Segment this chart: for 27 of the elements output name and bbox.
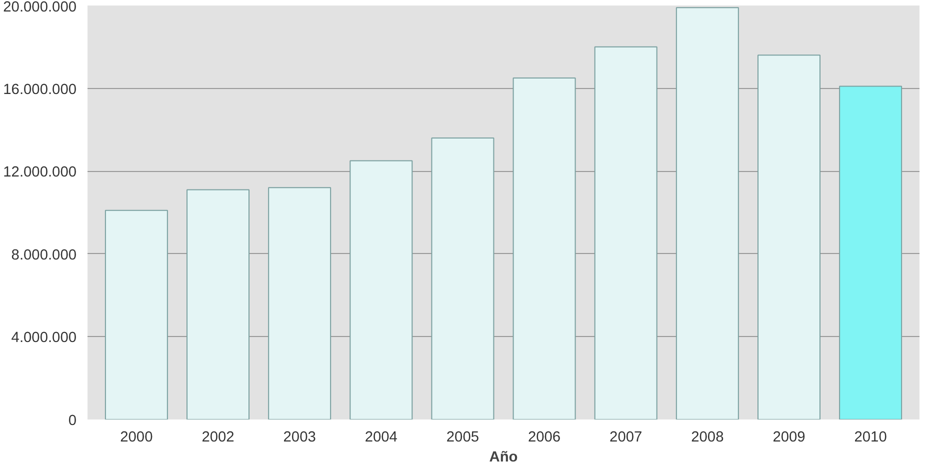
bar	[839, 86, 902, 420]
y-tick-label: 0	[68, 413, 77, 429]
bar	[268, 187, 332, 420]
x-tick-label: 2000	[120, 430, 153, 446]
x-tick-label: 2007	[610, 430, 642, 446]
y-tick-label: 20.000.000	[3, 0, 77, 16]
bar	[350, 160, 413, 420]
bar	[512, 77, 576, 420]
y-tick-label: 4.000.000	[11, 330, 76, 346]
y-tick-label: 12.000.000	[3, 164, 77, 181]
bar	[757, 54, 820, 420]
bar	[104, 210, 168, 420]
x-tick-label: 2010	[854, 430, 887, 446]
x-tick-label: 2006	[528, 430, 561, 446]
x-tick-label: 2008	[691, 430, 724, 446]
bar	[676, 7, 739, 420]
x-tick-label: 2004	[364, 430, 398, 446]
x-tick-label: 2009	[772, 430, 806, 446]
bar	[186, 189, 250, 420]
y-tick-label: 16.000.000	[3, 82, 77, 98]
bar	[431, 137, 494, 420]
bar	[594, 46, 658, 420]
x-tick-label: 2003	[283, 430, 316, 446]
x-axis-title: Año	[489, 450, 518, 466]
y-tick-label: 8.000.000	[11, 247, 76, 264]
x-tick-label: 2005	[446, 430, 480, 446]
x-tick-label: 2002	[202, 430, 234, 446]
